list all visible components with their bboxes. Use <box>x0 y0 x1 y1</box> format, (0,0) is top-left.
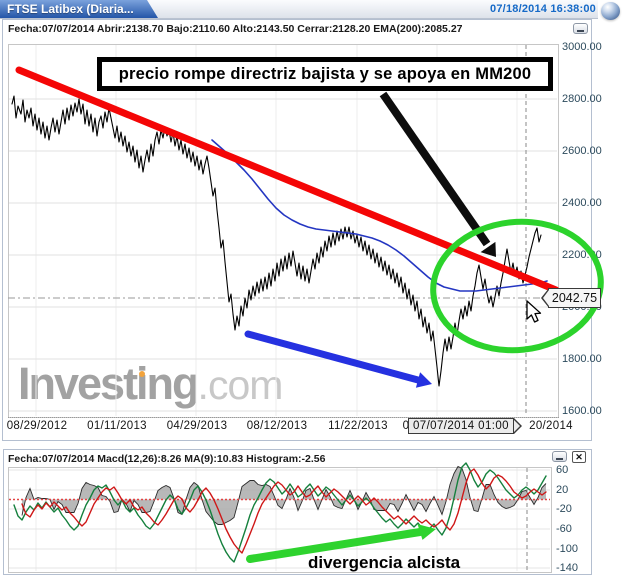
date-tooltip-pointer <box>513 418 522 434</box>
investing-watermark: Investing.com <box>18 358 284 410</box>
last-price-tag: 2042.75 <box>541 288 601 308</box>
y-tick-label: 2400.00 <box>562 197 602 209</box>
x-tick-label: 08/12/2013 <box>246 420 308 432</box>
x-tick-label: 11/22/2013 <box>328 420 388 432</box>
macd-plot-area[interactable] <box>8 467 552 573</box>
live-timestamp: 07/18/2014 16:38:00 <box>490 3 596 15</box>
title-bar: FTSE Latibex (Diaria... <box>0 0 598 19</box>
x-tick-label: 20/2014 <box>529 420 573 432</box>
y-tick-label: -60 <box>556 523 572 535</box>
date-tooltip-text: 07/07/2014 01:00 <box>408 418 514 434</box>
price-info-readout: Fecha:07/07/2014 Abrir:2138.70 Bajo:2110… <box>8 23 463 35</box>
y-tick-label: 1800.00 <box>562 353 602 365</box>
watermark-suffix: .com <box>197 362 284 408</box>
live-status-globe-icon[interactable] <box>601 2 620 20</box>
watermark-orange-dot-icon <box>139 371 145 377</box>
y-tick-label: 3000.00 <box>562 41 602 53</box>
headline-annotation-box: precio rompe directriz bajista y se apoy… <box>97 57 553 91</box>
close-macd-panel-button[interactable]: ✕ <box>572 451 586 463</box>
minimize-icon <box>577 30 584 32</box>
instrument-tab[interactable]: FTSE Latibex (Diaria... <box>0 0 158 18</box>
y-tick-label: 20 <box>556 484 569 496</box>
macd-info-readout: Fecha:07/07/2014 Macd(12,26):8.26 MA(9):… <box>8 453 326 465</box>
y-tick-label: -140 <box>556 562 579 574</box>
date-tooltip: 07/07/2014 01:00 <box>408 418 522 434</box>
headline-text: precio rompe directriz bajista y se apoy… <box>102 62 548 86</box>
watermark-text: Investing <box>18 358 200 409</box>
minimize-price-panel-button[interactable] <box>573 23 588 34</box>
x-tick-label: 01/11/2013 <box>87 420 147 432</box>
minimize-icon <box>556 458 563 460</box>
minimize-macd-panel-button[interactable] <box>552 451 567 462</box>
x-axis-baseline <box>8 417 559 418</box>
x-tick-label: 0 <box>402 420 410 432</box>
y-tick-label: -100 <box>556 543 579 555</box>
y-tick-label: -20 <box>556 503 572 515</box>
y-tick-label: 2200.00 <box>562 249 602 261</box>
price-tag-pointer <box>541 288 549 308</box>
y-tick-label: 2800.00 <box>562 93 602 105</box>
y-tick-label: 1600.00 <box>562 405 602 417</box>
divergencia-label: divergencia alcista <box>308 553 461 572</box>
y-tick-label: 2600.00 <box>562 145 602 157</box>
y-tick-label: 60 <box>556 464 569 476</box>
x-tick-label: 04/29/2013 <box>166 420 228 432</box>
x-tick-label: 08/29/2012 <box>6 420 68 432</box>
